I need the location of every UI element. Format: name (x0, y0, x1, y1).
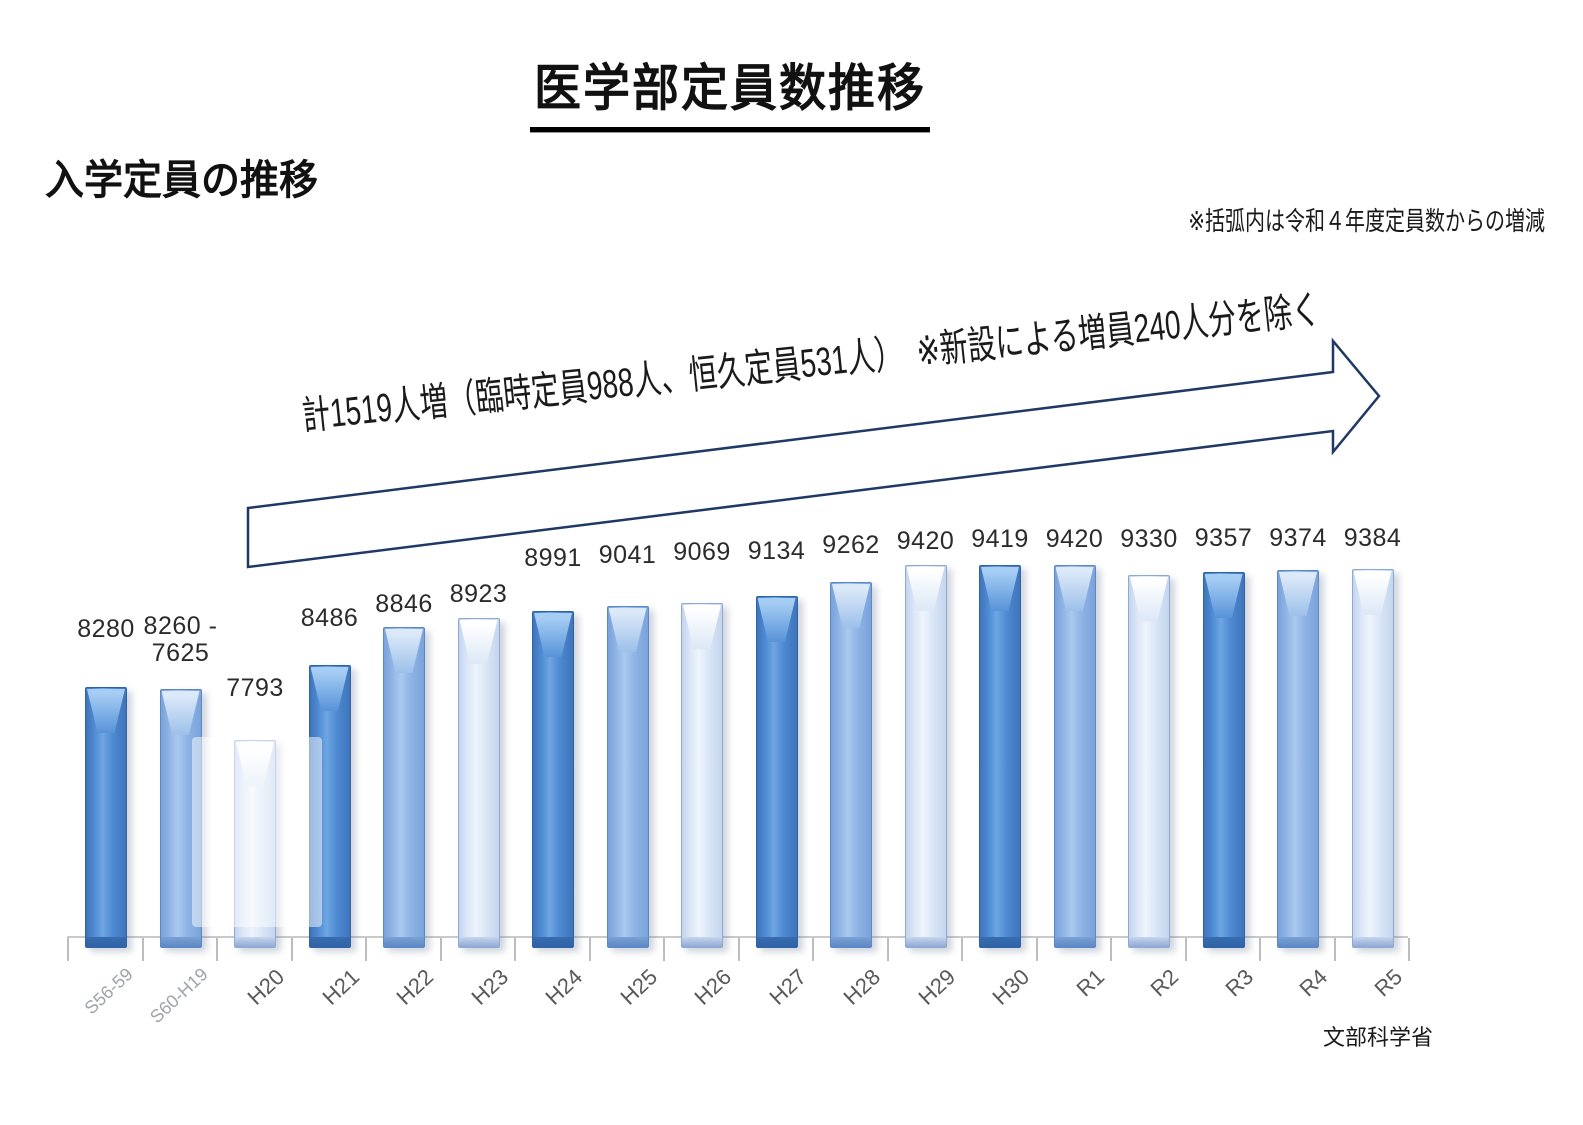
bar (979, 565, 1021, 948)
highlight-overlay (192, 737, 322, 927)
bar-value-label: 9041 (598, 541, 657, 569)
bar (1277, 570, 1319, 948)
arrow-annotation: 計1519人増（臨時定員988人、恒久定員531人） ※新設による増員240人分… (299, 287, 1322, 439)
bar-value-label: 7793 (226, 674, 284, 702)
x-axis-label: H21 (316, 964, 364, 1010)
axis-tick (961, 938, 963, 961)
bar (457, 618, 500, 948)
x-axis-label: H30 (987, 964, 1035, 1010)
axis-tick (1408, 938, 1410, 961)
axis-tick (439, 938, 442, 961)
bar-value-label: 9357 (1194, 524, 1253, 552)
x-axis-label: H28 (838, 964, 886, 1010)
x-axis-label: H23 (465, 964, 513, 1010)
bar-value-label: 8280 (77, 615, 135, 643)
bar (755, 596, 798, 948)
axis-tick (216, 938, 218, 961)
bar (532, 611, 574, 948)
note-text: ※括弧内は令和４年度定員数からの増減 (1188, 207, 1545, 237)
axis-tick (514, 938, 516, 961)
bar (681, 603, 723, 948)
axis-tick (812, 938, 814, 961)
x-axis-label: S56-59 (80, 964, 137, 1019)
axis-tick (886, 938, 889, 961)
bar-value-label: 9134 (747, 537, 806, 565)
axis-tick (1110, 938, 1112, 961)
x-axis-label: R1 (1070, 964, 1109, 1002)
bar-value-label: 9262 (822, 531, 880, 559)
x-axis-label: R2 (1145, 964, 1184, 1002)
axis-tick (663, 938, 665, 961)
axis-tick (1035, 938, 1038, 961)
axis-tick (365, 938, 367, 961)
bar-value-label: 9420 (896, 527, 955, 555)
axis-tick (141, 938, 144, 961)
page-title: 医学部定員数推移 (530, 46, 930, 133)
bar-value-label: 9374 (1269, 524, 1327, 552)
chart-subtitle: 入学定員の推移 (45, 158, 319, 204)
bar (85, 687, 127, 948)
bar-value-label: 9330 (1120, 525, 1178, 553)
bar (606, 606, 649, 948)
axis-tick (290, 938, 293, 961)
x-axis-line (67, 936, 1408, 938)
x-axis-label: H29 (912, 964, 960, 1010)
axis-tick (588, 938, 591, 961)
bar-value-label: 8260 - 7625 (143, 612, 218, 667)
axis-tick (737, 938, 740, 961)
bar-value-label: 8486 (300, 604, 359, 632)
axis-tick (1184, 938, 1187, 961)
axis-tick (67, 938, 69, 961)
bar (1202, 572, 1245, 948)
bar-value-label: 9420 (1045, 525, 1104, 553)
bar (1128, 575, 1170, 948)
bar-value-label: 8923 (449, 580, 508, 608)
x-axis-label: R4 (1294, 964, 1333, 1002)
bar-value-label: 9069 (673, 538, 731, 566)
x-axis-label: H24 (540, 964, 588, 1010)
bar-value-label: 9384 (1343, 524, 1402, 552)
bar (904, 565, 947, 948)
bar (830, 582, 872, 948)
x-axis-label: H20 (242, 964, 290, 1010)
x-axis-label: R3 (1219, 964, 1258, 1002)
bar-value-label: 8846 (375, 590, 433, 618)
axis-tick (1259, 938, 1261, 961)
x-axis-label: R5 (1368, 964, 1407, 1002)
x-axis-label: S60-H19 (145, 964, 212, 1028)
source-credit: 文部科学省 (1323, 1025, 1434, 1050)
x-axis-label: H27 (763, 964, 811, 1010)
x-axis-label: H26 (689, 964, 737, 1010)
x-axis-label: H25 (614, 964, 662, 1010)
bar-value-label: 9419 (971, 525, 1029, 553)
x-axis-label: H22 (391, 964, 439, 1010)
bar (1351, 569, 1394, 948)
bar (383, 627, 425, 948)
axis-tick (1333, 938, 1336, 961)
bar (1053, 565, 1096, 948)
bar-value-label: 8991 (524, 544, 582, 572)
